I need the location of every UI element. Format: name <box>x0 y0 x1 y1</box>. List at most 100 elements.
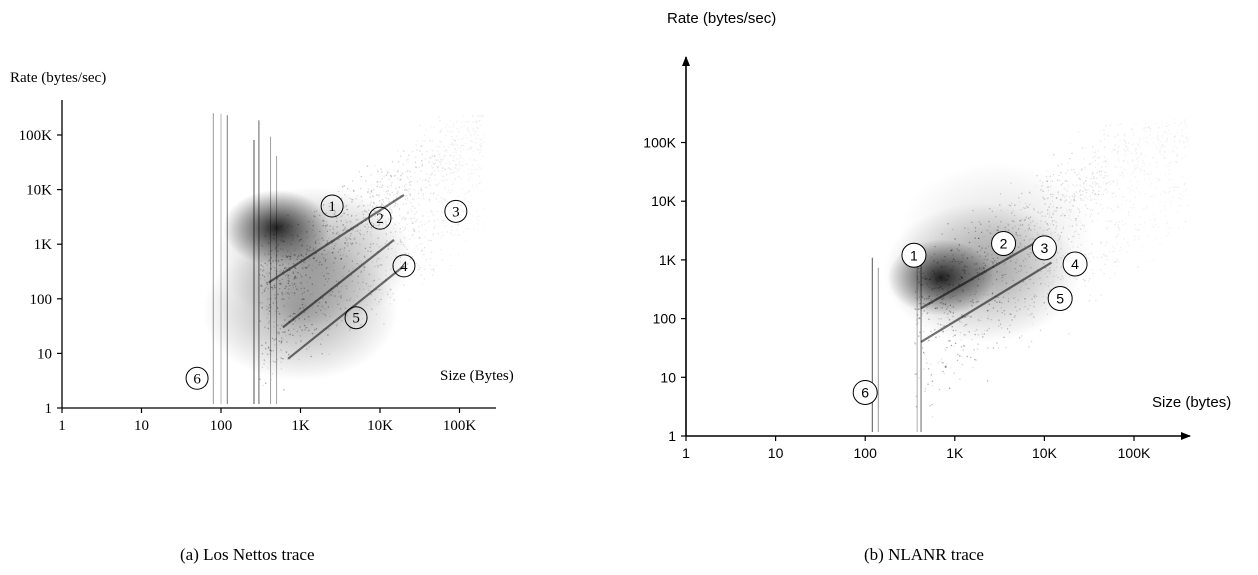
scatter-point <box>345 287 348 290</box>
scatter-point <box>329 226 331 228</box>
scatter-point <box>423 134 426 136</box>
scatter-point <box>1084 189 1086 192</box>
scatter-point <box>437 150 439 152</box>
scatter-point <box>280 225 283 227</box>
scatter-point <box>368 289 370 292</box>
scatter-point <box>399 193 401 195</box>
scatter-point <box>954 238 956 240</box>
scatter-point <box>996 257 999 259</box>
scatter-point <box>1045 307 1047 310</box>
scatter-point <box>389 207 391 209</box>
scatter-point <box>928 296 930 298</box>
scatter-point <box>1001 274 1004 276</box>
scatter-point <box>360 196 363 198</box>
scatter-point <box>453 214 456 217</box>
scatter-point <box>381 184 384 186</box>
scatter-point <box>389 296 392 299</box>
scatter-point <box>1093 190 1095 193</box>
scatter-point <box>269 353 271 356</box>
scatter-point <box>286 256 288 258</box>
scatter-point <box>394 223 396 225</box>
scatter-point <box>380 205 382 207</box>
scatter-point <box>292 284 294 286</box>
scatter-point <box>1024 258 1027 260</box>
scatter-point <box>962 257 964 259</box>
scatter-point <box>375 210 377 213</box>
scatter-point <box>480 149 482 151</box>
scatter-point <box>282 293 284 295</box>
scatter-point <box>282 282 284 284</box>
scatter-point <box>1174 135 1176 138</box>
scatter-point <box>948 283 951 285</box>
scatter-point <box>1092 256 1094 258</box>
scatter-point <box>287 225 289 228</box>
scatter-point <box>344 242 346 244</box>
annotation-label: 6 <box>193 371 201 387</box>
scatter-point <box>969 315 971 318</box>
scatter-point <box>1069 142 1072 145</box>
scatter-point <box>311 268 313 271</box>
scatter-point <box>469 190 471 192</box>
scatter-point <box>360 324 362 326</box>
scatter-point <box>306 249 308 251</box>
scatter-point <box>1019 308 1021 310</box>
scatter-point <box>357 218 359 221</box>
scatter-point <box>319 230 321 233</box>
scatter-point <box>918 281 920 284</box>
scatter-point <box>398 222 400 224</box>
scatter-point <box>303 298 305 301</box>
scatter-point <box>274 248 277 250</box>
scatter-point <box>914 342 916 344</box>
scatter-point <box>299 326 301 328</box>
scatter-point <box>1029 294 1032 296</box>
scatter-point <box>1184 220 1187 223</box>
scatter-point <box>1019 265 1021 267</box>
scatter-point <box>407 199 409 201</box>
scatter-point <box>451 225 453 228</box>
scatter-point <box>1161 136 1164 138</box>
scatter-point <box>477 115 479 117</box>
scatter-point <box>409 184 411 186</box>
scatter-point <box>1067 162 1069 165</box>
scatter-point <box>1020 286 1022 288</box>
scatter-point <box>932 270 934 272</box>
scatter-point <box>342 224 344 226</box>
scatter-point <box>301 284 303 286</box>
scatter-point <box>467 190 470 192</box>
scatter-point <box>1158 126 1160 128</box>
scatter-point <box>409 184 412 186</box>
scatter-point <box>350 220 352 223</box>
scatter-point <box>472 150 475 152</box>
y-tick-label: 10 <box>37 346 52 362</box>
scatter-point <box>943 292 945 295</box>
scatter-point <box>930 256 932 258</box>
scatter-point <box>324 212 326 215</box>
scatter-point <box>1068 225 1070 227</box>
scatter-point <box>267 242 270 244</box>
scatter-point <box>1139 224 1141 226</box>
scatter-point <box>1183 142 1185 144</box>
scatter-point <box>1098 170 1101 173</box>
scatter-point <box>915 308 917 310</box>
scatter-point <box>261 270 264 272</box>
scatter-point <box>478 182 481 185</box>
scatter-point <box>369 219 371 221</box>
scatter-point <box>1157 135 1159 138</box>
scatter-point <box>342 267 344 270</box>
scatter-point <box>1043 198 1045 201</box>
scatter-point <box>412 255 414 258</box>
scatter-point <box>1160 209 1163 212</box>
scatter-point <box>1107 220 1110 222</box>
scatter-point <box>1159 140 1162 143</box>
scatter-point <box>428 198 431 201</box>
scatter-point <box>1057 277 1059 279</box>
scatter-point <box>374 215 376 217</box>
scatter-point <box>340 290 342 292</box>
scatter-point <box>480 146 482 148</box>
scatter-point <box>421 250 423 253</box>
scatter-point <box>1146 173 1148 175</box>
scatter-point <box>1055 274 1057 277</box>
scatter-point <box>420 187 422 189</box>
scatter-point <box>978 278 980 280</box>
scatter-point <box>315 240 317 242</box>
